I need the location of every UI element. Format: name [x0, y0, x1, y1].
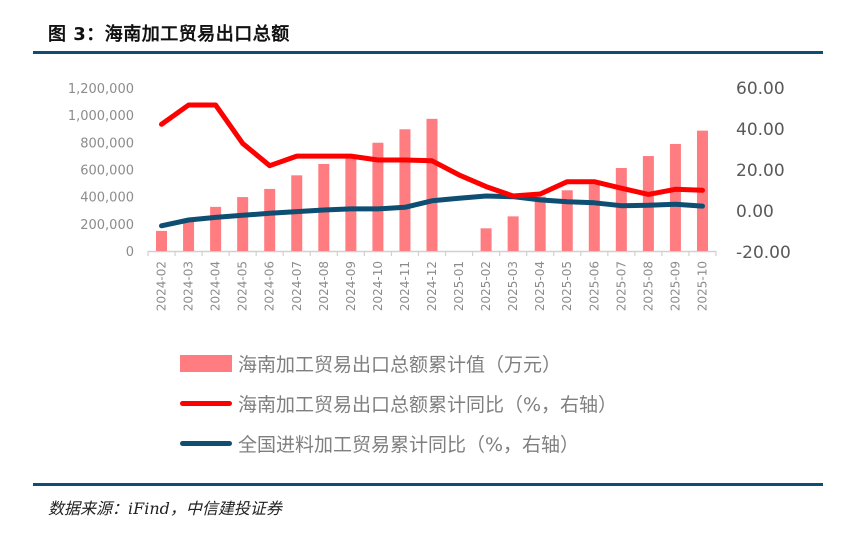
x-tick-label: 2025-06: [587, 261, 601, 311]
legend: 海南加工贸易出口总额累计值（万元） 海南加工贸易出口总额累计同比（%，右轴） 全…: [180, 343, 617, 463]
legend-item-blue-line: 全国进料加工贸易累计同比（%，右轴）: [180, 423, 617, 463]
legend-swatch-bar: [180, 354, 232, 372]
legend-label: 全国进料加工贸易累计同比（%，右轴）: [238, 433, 580, 456]
x-tick-label: 2024-02: [155, 261, 169, 311]
x-tick-label: 2024-10: [371, 261, 385, 311]
legend-label: 海南加工贸易出口总额累计同比（%，右轴）: [238, 393, 618, 416]
bar: [534, 196, 546, 251]
bar: [156, 230, 168, 251]
right-axis: -20.00 0.00 20.00 40.00 60.00: [736, 79, 791, 263]
left-axis: 0 200,000 400,000 600,000 800,000 1,000,000 1,…: [68, 82, 134, 260]
bar: [561, 190, 573, 251]
figure-title: 图 3：海南加工贸易出口总额: [48, 24, 290, 45]
x-tick-label: 2025-04: [533, 261, 547, 311]
x-tick-label: 2025-09: [668, 261, 682, 311]
left-tick-label: 1,200,000: [68, 82, 134, 97]
bar: [372, 142, 384, 251]
right-tick-label: 0.00: [736, 202, 774, 222]
left-tick-label: 1,000,000: [68, 109, 134, 124]
left-tick-label: 800,000: [80, 136, 134, 151]
bar: [210, 206, 222, 251]
bar: [480, 228, 492, 251]
chart: 0 200,000 400,000 600,000 800,000 1,000,000 1,…: [68, 79, 791, 311]
x-tick-label: 2024-05: [236, 261, 250, 311]
right-tick-label: 60.00: [736, 79, 785, 99]
bar: [345, 155, 357, 251]
bottom-rule: [33, 483, 823, 486]
right-tick-label: -20.00: [736, 243, 791, 263]
line-series: [159, 102, 705, 229]
bar: [399, 129, 411, 251]
left-tick-label: 400,000: [80, 191, 134, 206]
x-tick-label: 2024-08: [317, 261, 331, 311]
legend-swatch-red-line: [180, 400, 232, 406]
legend-item-red-line: 海南加工贸易出口总额累计同比（%，右轴）: [180, 383, 617, 423]
x-tick-label: 2025-10: [695, 261, 709, 311]
bar: [318, 163, 330, 251]
x-tick-label: 2024-09: [344, 261, 358, 311]
x-axis: 2024-02 2024-03 2024-04 2024-05 2024-06 2024-…: [147, 250, 717, 311]
x-tick-label: 2024-06: [263, 261, 277, 311]
bar: [237, 197, 249, 251]
x-tick-label: 2025-08: [641, 261, 655, 311]
bar: [588, 184, 600, 251]
left-tick-label: 200,000: [80, 218, 134, 233]
line-hainan-yoy: [159, 102, 705, 199]
bar: [669, 143, 681, 251]
top-rule: [33, 51, 823, 54]
left-tick-label: 600,000: [80, 164, 134, 179]
x-tick-label: 2024-07: [290, 261, 304, 311]
bar: [264, 188, 276, 251]
bar: [183, 220, 195, 251]
legend-item-bar: 海南加工贸易出口总额累计值（万元）: [180, 343, 617, 383]
line-national-yoy: [159, 193, 705, 229]
x-tick-label: 2025-01: [452, 261, 466, 311]
right-tick-label: 20.00: [736, 161, 785, 181]
bar: [615, 168, 627, 251]
x-tick-label: 2024-04: [209, 261, 223, 311]
data-source: 数据来源：iFind，中信建投证券: [48, 499, 282, 518]
x-tick-label: 2025-03: [506, 261, 520, 311]
x-tick-label: 2024-11: [398, 261, 412, 311]
left-tick-label: 0: [126, 245, 134, 260]
legend-swatch-blue-line: [180, 440, 232, 446]
right-tick-label: 40.00: [736, 120, 785, 140]
bar: [507, 216, 519, 251]
x-tick-label: 2025-02: [479, 261, 493, 311]
x-tick-label: 2024-12: [425, 261, 439, 311]
x-tick-label: 2025-07: [614, 261, 628, 311]
bar: [426, 118, 438, 251]
x-tick-label: 2024-03: [182, 261, 196, 311]
legend-label: 海南加工贸易出口总额累计值（万元）: [238, 353, 562, 376]
x-tick-label: 2025-05: [560, 261, 574, 311]
